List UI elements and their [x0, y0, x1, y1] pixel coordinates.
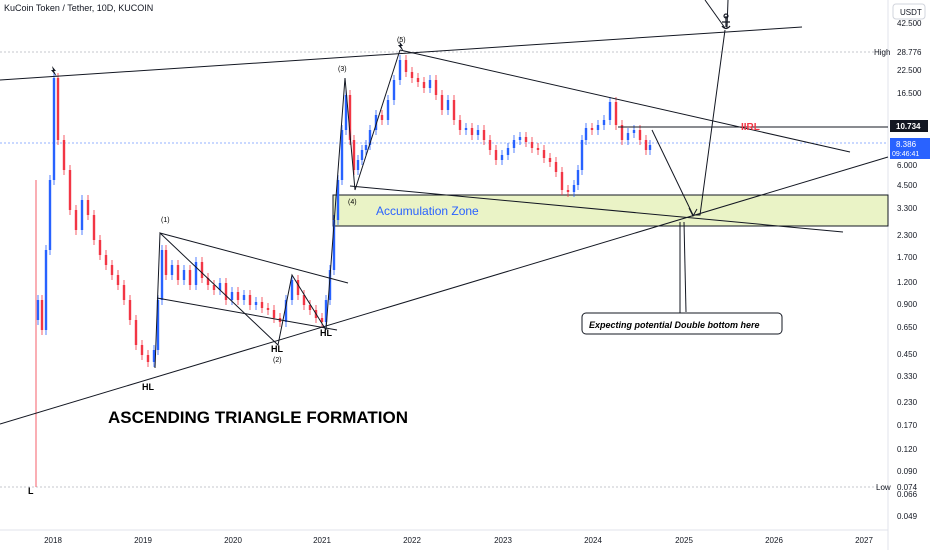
projection-arrow-top-1 [704, 0, 726, 29]
y-tick-label: 0.330 [897, 372, 918, 381]
y-tick-label: 0.090 [897, 467, 918, 476]
x-tick-label: 2018 [44, 536, 62, 545]
wedge-lower-line [156, 297, 338, 331]
x-tick-label: 2024 [584, 536, 602, 545]
x-tick-label: 2023 [494, 536, 512, 545]
wave-2-label: (2) [273, 357, 282, 364]
x-tick-label: 2021 [313, 536, 331, 545]
candles [35, 55, 652, 487]
y-tick-label: 0.650 [897, 323, 918, 332]
low-marker: L [28, 486, 34, 496]
x-tick-label: 2027 [855, 536, 873, 545]
wave-path-2 [325, 49, 401, 331]
countdown-text: 09:46:41 [892, 151, 919, 158]
y-tick-label: 22.500 [897, 66, 922, 75]
y-tick-label: 3.300 [897, 204, 918, 213]
trend-lines [0, 0, 889, 425]
bolt-icon [51, 66, 57, 77]
y-tick-label: 0.066 [897, 490, 918, 499]
currency-badge-text: USDT [900, 8, 922, 17]
level-badge-text: 10.734 [896, 122, 921, 131]
wave-4-label: (4) [348, 199, 357, 206]
currency-badge[interactable] [892, 3, 926, 20]
y-tick-label: 28.776 [897, 48, 922, 57]
x-tick-label: 2020 [224, 536, 242, 545]
wedge-upper-line [159, 232, 349, 284]
y-tick-label: 4.500 [897, 181, 918, 190]
chart-title: KuCoin Token / Tether, 10D, KUCOIN [4, 3, 154, 13]
x-tick-label: 2025 [675, 536, 693, 545]
projection-path [651, 29, 726, 216]
x-tick-label: 2026 [765, 536, 783, 545]
anchor-icon [721, 13, 731, 30]
y-tick-label: 42.500 [897, 19, 922, 28]
zone-lower-line [349, 185, 844, 233]
time-axis[interactable]: 2018 2019 2020 2021 2022 2023 2024 2025 2026 2027 [44, 536, 873, 545]
y-tick-label: 1.700 [897, 253, 918, 262]
ascending-support-line [0, 156, 889, 425]
bolt-icon [398, 41, 404, 52]
hl-label-2: HL [271, 344, 283, 354]
pattern-title: ASCENDING TRIANGLE FORMATION [108, 408, 408, 427]
wave-1-label: (1) [161, 217, 170, 224]
y-tick-label: 0.170 [897, 421, 918, 430]
irl-label: IIRL [741, 122, 760, 133]
y-tick-label: 6.000 [897, 161, 918, 170]
hl-label-1: HL [142, 382, 154, 392]
x-tick-label: 2022 [403, 536, 421, 545]
level-badge [890, 120, 928, 132]
y-tick-label: 0.450 [897, 350, 918, 359]
wave-5-label: (5) [397, 37, 406, 44]
x-tick-label: 2019 [134, 536, 152, 545]
y-tick-label: 0.049 [897, 512, 918, 521]
y-tick-label: 16.500 [897, 89, 922, 98]
y-tick-label: 0.074 [897, 483, 918, 492]
last-price-text: 8.386 [896, 140, 917, 149]
callout-text: Expecting potential Double bottom here [589, 320, 760, 330]
wave-3-label: (3) [338, 66, 347, 73]
hl-label-3: HL [320, 328, 332, 338]
y-tick-label: 0.900 [897, 300, 918, 309]
callout-box[interactable] [581, 312, 783, 335]
y-tick-label: 0.230 [897, 398, 918, 407]
y-tick-label: 2.300 [897, 231, 918, 240]
arrow-head-down [688, 207, 698, 218]
price-scale[interactable] [888, 0, 932, 550]
descending-resistance-line [399, 49, 851, 153]
last-price-badge [890, 138, 930, 159]
price-axis[interactable]: 42.500 28.776 22.500 16.500 6.000 4.500 3.300 2… [897, 19, 922, 521]
wave-path-1 [154, 231, 327, 369]
zone-label: Accumulation Zone [376, 204, 479, 218]
y-tick-label: 0.120 [897, 445, 918, 454]
high-tag: High [874, 48, 890, 57]
low-tag: Low [876, 483, 891, 492]
y-tick-label: 1.200 [897, 278, 918, 287]
upper-resistance-line [0, 26, 803, 81]
callout-pointer-right [683, 221, 687, 313]
